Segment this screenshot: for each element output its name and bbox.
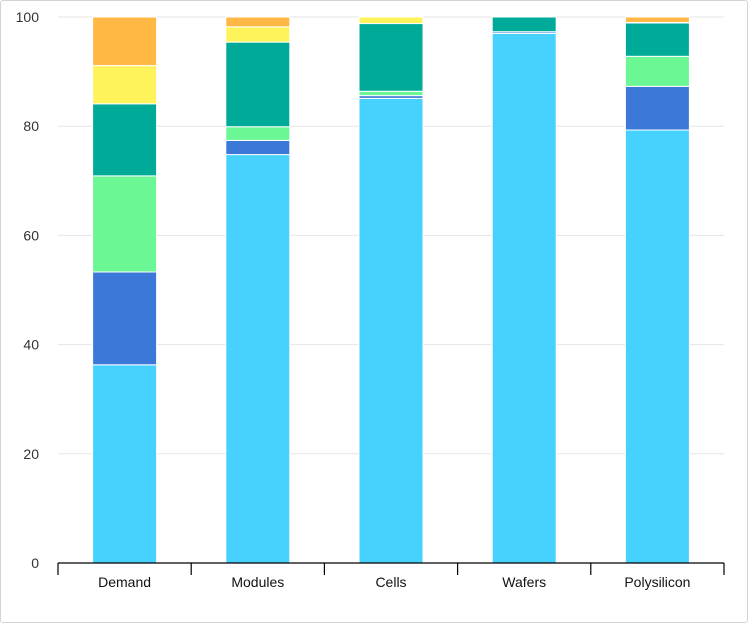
labels: 0 20 40 60 80 100 Demand Modules Cells Wafers Poly… xyxy=(16,9,691,590)
bar-cells-series-5[interactable] xyxy=(358,16,424,25)
bar-polysilicon-series-6[interactable] xyxy=(624,16,690,23)
bars xyxy=(92,16,690,564)
bar-modules-series-6[interactable] xyxy=(225,16,291,28)
bar-modules-series-3[interactable] xyxy=(225,126,291,141)
y-tick-label: 20 xyxy=(23,446,39,462)
x-category-label: Modules xyxy=(231,574,284,590)
bar-cells-series-3[interactable] xyxy=(358,90,424,97)
y-tick-label: 80 xyxy=(23,118,39,134)
bar-cells-series-1[interactable] xyxy=(358,97,424,564)
bar-demand-series-4[interactable] xyxy=(92,103,158,177)
x-category-label: Demand xyxy=(98,574,151,590)
y-tick-label: 60 xyxy=(23,227,39,243)
bar-modules-series-1[interactable] xyxy=(225,154,291,564)
bar-polysilicon-series-3[interactable] xyxy=(624,55,690,87)
axes xyxy=(57,562,725,575)
bar-modules-series-4[interactable] xyxy=(225,41,291,128)
bar-demand-series-2[interactable] xyxy=(92,271,158,366)
y-tick-label: 0 xyxy=(31,555,39,571)
bar-demand-series-3[interactable] xyxy=(92,175,158,273)
bar-wafers-series-4[interactable] xyxy=(491,16,557,33)
bar-demand-series-1[interactable] xyxy=(92,364,158,564)
bar-polysilicon-series-1[interactable] xyxy=(624,129,690,564)
bar-modules-series-2[interactable] xyxy=(225,139,291,156)
x-category-label: Cells xyxy=(375,574,406,590)
bar-polysilicon-series-2[interactable] xyxy=(624,85,690,131)
y-tick-label: 100 xyxy=(16,9,40,25)
bar-polysilicon-series-4[interactable] xyxy=(624,22,690,57)
bar-demand-series-6[interactable] xyxy=(92,16,158,67)
x-category-label: Polysilicon xyxy=(624,574,690,590)
y-tick-label: 40 xyxy=(23,337,39,353)
bar-wafers-series-1[interactable] xyxy=(491,32,557,564)
bar-cells-series-4[interactable] xyxy=(358,23,424,92)
bar-modules-series-5[interactable] xyxy=(225,26,291,43)
x-category-label: Wafers xyxy=(502,574,546,590)
bar-demand-series-5[interactable] xyxy=(92,65,158,105)
